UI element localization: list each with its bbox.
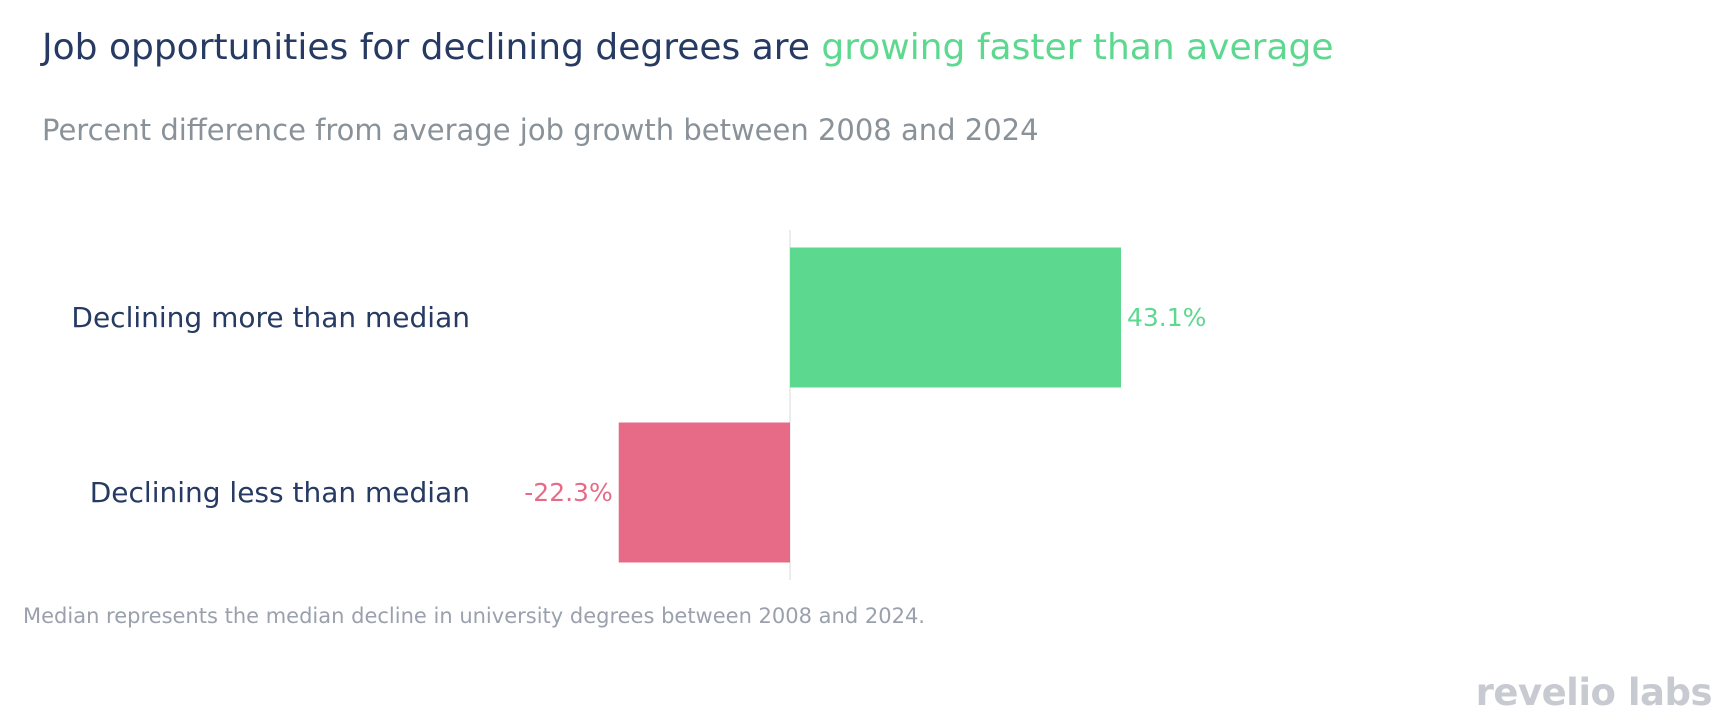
bar-chart: Declining more than median 43.1% Declining…	[71, 230, 1206, 580]
chart-title-highlight: growing faster than average	[821, 27, 1334, 68]
bar-positive	[790, 247, 1122, 388]
category-label: Declining more than median	[71, 301, 470, 334]
chart-subtitle: Percent difference from average job grow…	[42, 113, 1039, 147]
chart-title-main: Job opportunities for declining degrees …	[42, 27, 822, 68]
revelio-labs-logo: revelio labs	[1475, 671, 1713, 714]
footnote: Median represents the median decline in …	[23, 604, 925, 628]
category-label: Declining less than median	[90, 476, 470, 509]
data-label: 43.1%	[1127, 303, 1206, 332]
data-label: -22.3%	[524, 478, 612, 507]
bar-negative	[618, 422, 790, 563]
chart-title: Job opportunities for declining degrees …	[42, 22, 1333, 74]
